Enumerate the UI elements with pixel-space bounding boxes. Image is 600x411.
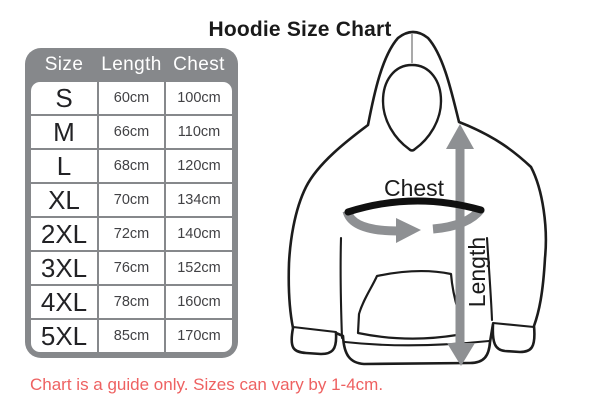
length-label: Length [464, 237, 490, 307]
header-chest: Chest [173, 54, 225, 75]
chest-cell: 140cm [166, 218, 232, 250]
length-cell: 72cm [99, 218, 164, 250]
hood-opening [381, 63, 443, 152]
left-inner-seam [339, 236, 344, 340]
chest-cell: 120cm [166, 150, 232, 182]
hem-seam [343, 339, 491, 347]
size-cell: M [31, 116, 97, 148]
length-arrowhead-down-icon [447, 343, 475, 366]
footnote: Chart is a guide only. Sizes can vary by… [30, 375, 384, 394]
size-cell: 3XL [31, 252, 97, 284]
right-inner-seam [485, 236, 494, 322]
left-cuff-seam [291, 325, 338, 334]
right-cuff-seam [491, 321, 536, 329]
chest-cell: 152cm [166, 252, 232, 284]
header-length: Length [101, 54, 162, 75]
header-size: Size [44, 54, 84, 75]
chest-arc-top [344, 197, 485, 216]
length-cell: 68cm [99, 150, 164, 182]
chest-cell: 134cm [166, 184, 232, 216]
size-cell: L [31, 150, 97, 182]
length-cell: 76cm [99, 252, 164, 284]
size-cell: 2XL [31, 218, 97, 250]
size-table: Size Length Chest S 60cm 100cm M 66cm 11… [25, 48, 238, 358]
page-title: Hoodie Size Chart [208, 18, 392, 41]
length-arrowhead-up-icon [446, 124, 474, 149]
size-table-header: Size Length Chest [31, 48, 232, 82]
chest-cell: 100cm [166, 82, 232, 114]
length-cell: 60cm [99, 82, 164, 114]
length-cell: 66cm [99, 116, 164, 148]
chest-cell: 110cm [166, 116, 232, 148]
chest-arrowhead-icon [396, 218, 421, 243]
length-arrow [446, 124, 475, 366]
size-cell: S [31, 82, 97, 114]
chest-label: Chest [384, 175, 445, 201]
size-cell: XL [31, 184, 97, 216]
size-cell: 4XL [31, 286, 97, 318]
chest-cell: 170cm [166, 320, 232, 352]
size-table-body: S 60cm 100cm M 66cm 110cm L 68cm 120cm X… [31, 82, 232, 352]
length-cell: 70cm [99, 184, 164, 216]
length-cell: 85cm [99, 320, 164, 352]
length-cell: 78cm [99, 286, 164, 318]
size-cell: 5XL [31, 320, 97, 352]
chest-cell: 160cm [166, 286, 232, 318]
